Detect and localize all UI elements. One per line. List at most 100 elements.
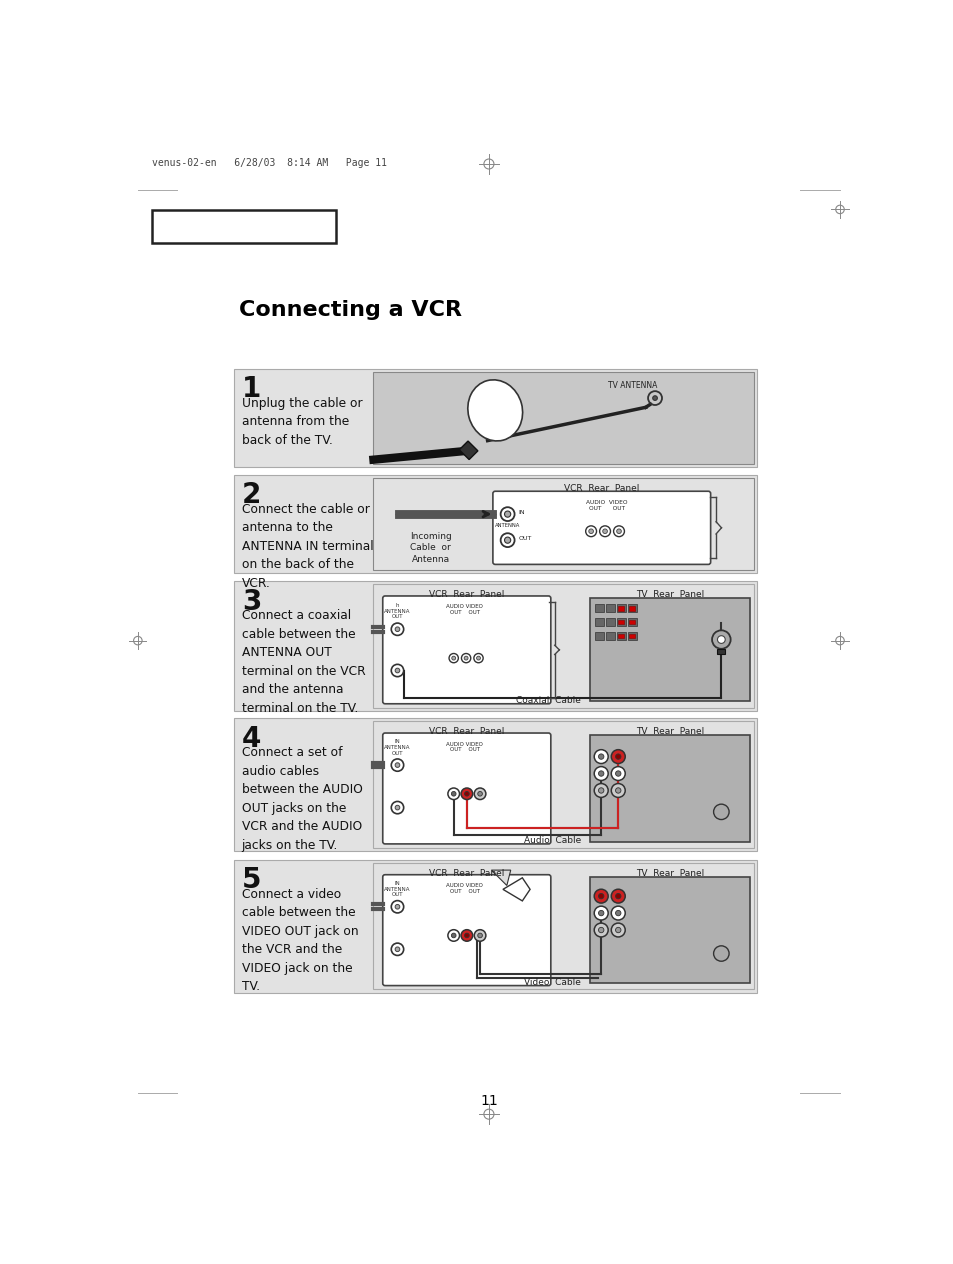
Circle shape (611, 923, 624, 937)
Circle shape (504, 537, 510, 544)
Circle shape (451, 791, 456, 796)
Circle shape (464, 933, 469, 938)
Text: AUDIO VIDEO
OUT    OUT: AUDIO VIDEO OUT OUT (446, 604, 482, 616)
Circle shape (615, 787, 620, 794)
Circle shape (500, 533, 514, 547)
Bar (605, 618, 615, 626)
Text: Incoming
Cable  or
Antenna: Incoming Cable or Antenna (409, 532, 451, 564)
Text: 4: 4 (241, 724, 261, 752)
Circle shape (476, 656, 480, 660)
Circle shape (717, 636, 724, 643)
Circle shape (711, 631, 730, 648)
Text: 11: 11 (479, 1095, 497, 1109)
Text: VCR  Rear  Panel: VCR Rear Panel (429, 868, 504, 877)
FancyBboxPatch shape (382, 733, 550, 844)
Text: OUT: OUT (517, 536, 531, 541)
Circle shape (447, 930, 459, 942)
Circle shape (477, 791, 482, 796)
Text: Connect a video
cable between the
VIDEO OUT jack on
the VCR and the
VIDEO jack o: Connect a video cable between the VIDEO … (241, 887, 358, 994)
Circle shape (598, 753, 603, 760)
Ellipse shape (467, 379, 522, 441)
Bar (373, 863, 753, 990)
Circle shape (599, 526, 610, 537)
Circle shape (594, 766, 607, 780)
Circle shape (449, 653, 457, 662)
Circle shape (598, 910, 603, 916)
Circle shape (395, 762, 399, 767)
Text: AUDIO  VIDEO
OUT      OUT: AUDIO VIDEO OUT OUT (585, 499, 627, 511)
Circle shape (615, 753, 620, 760)
Circle shape (504, 511, 510, 517)
Text: Audio  Cable: Audio Cable (523, 837, 580, 846)
Text: h
ANTENNA
OUT: h ANTENNA OUT (384, 603, 411, 619)
Bar (233, 475, 757, 573)
Circle shape (594, 923, 607, 937)
Text: ANTENNA: ANTENNA (495, 523, 519, 528)
Bar (373, 478, 753, 570)
Circle shape (474, 787, 485, 800)
Circle shape (594, 784, 607, 798)
Text: VCR  Rear  Panel: VCR Rear Panel (429, 727, 504, 736)
Text: 3: 3 (241, 588, 261, 616)
Text: IN: IN (517, 511, 524, 514)
Bar (627, 632, 637, 640)
Circle shape (391, 901, 403, 913)
Bar (373, 722, 753, 848)
Text: Connect a set of
audio cables
between the AUDIO
OUT jacks on the
VCR and the AUD: Connect a set of audio cables between th… (241, 746, 362, 852)
FancyBboxPatch shape (382, 875, 550, 986)
Circle shape (460, 787, 472, 800)
Circle shape (598, 787, 603, 794)
Text: Video  Cable: Video Cable (523, 978, 580, 987)
Circle shape (447, 787, 459, 800)
Circle shape (391, 665, 403, 676)
Bar (595, 604, 603, 612)
Bar (590, 877, 749, 983)
Text: Connect the cable or
antenna to the
ANTENNA IN terminal
on the back of the
VCR.: Connect the cable or antenna to the ANTE… (241, 503, 373, 590)
Text: 2: 2 (241, 482, 261, 509)
Text: TV  Rear  Panel: TV Rear Panel (636, 868, 703, 877)
Bar (618, 605, 623, 611)
Circle shape (594, 750, 607, 763)
Text: Coaxial  Cable: Coaxial Cable (516, 696, 580, 705)
Circle shape (395, 805, 399, 810)
Bar (605, 604, 615, 612)
Circle shape (391, 758, 403, 771)
Circle shape (452, 656, 456, 660)
Bar (373, 584, 753, 708)
Circle shape (615, 894, 620, 899)
Circle shape (611, 766, 624, 780)
Circle shape (391, 801, 403, 814)
Bar (717, 648, 724, 655)
Circle shape (611, 750, 624, 763)
Bar (595, 632, 603, 640)
Circle shape (395, 947, 399, 952)
Circle shape (713, 945, 728, 961)
Bar (373, 372, 753, 464)
Circle shape (500, 507, 514, 521)
Circle shape (395, 669, 399, 672)
Text: venus-02-en   6/28/03  8:14 AM   Page 11: venus-02-en 6/28/03 8:14 AM Page 11 (152, 158, 386, 168)
Circle shape (474, 653, 482, 662)
Circle shape (464, 656, 468, 660)
Circle shape (594, 889, 607, 902)
Circle shape (615, 771, 620, 776)
Circle shape (598, 771, 603, 776)
Text: Connect a coaxial
cable between the
ANTENNA OUT
terminal on the VCR
and the ante: Connect a coaxial cable between the ANTE… (241, 609, 365, 714)
FancyBboxPatch shape (152, 210, 335, 243)
Circle shape (611, 889, 624, 902)
Polygon shape (491, 870, 510, 886)
Circle shape (713, 804, 728, 819)
Circle shape (477, 933, 482, 938)
Bar (627, 604, 637, 612)
Circle shape (588, 528, 593, 533)
Text: IN
ANTENNA
OUT: IN ANTENNA OUT (384, 739, 411, 756)
Bar (590, 736, 749, 842)
Circle shape (474, 930, 485, 942)
Bar (605, 632, 615, 640)
Circle shape (395, 627, 399, 632)
Bar (618, 619, 623, 624)
Text: TV  Rear  Panel: TV Rear Panel (636, 727, 703, 736)
Circle shape (598, 894, 603, 899)
Bar (628, 633, 634, 638)
Circle shape (611, 906, 624, 920)
